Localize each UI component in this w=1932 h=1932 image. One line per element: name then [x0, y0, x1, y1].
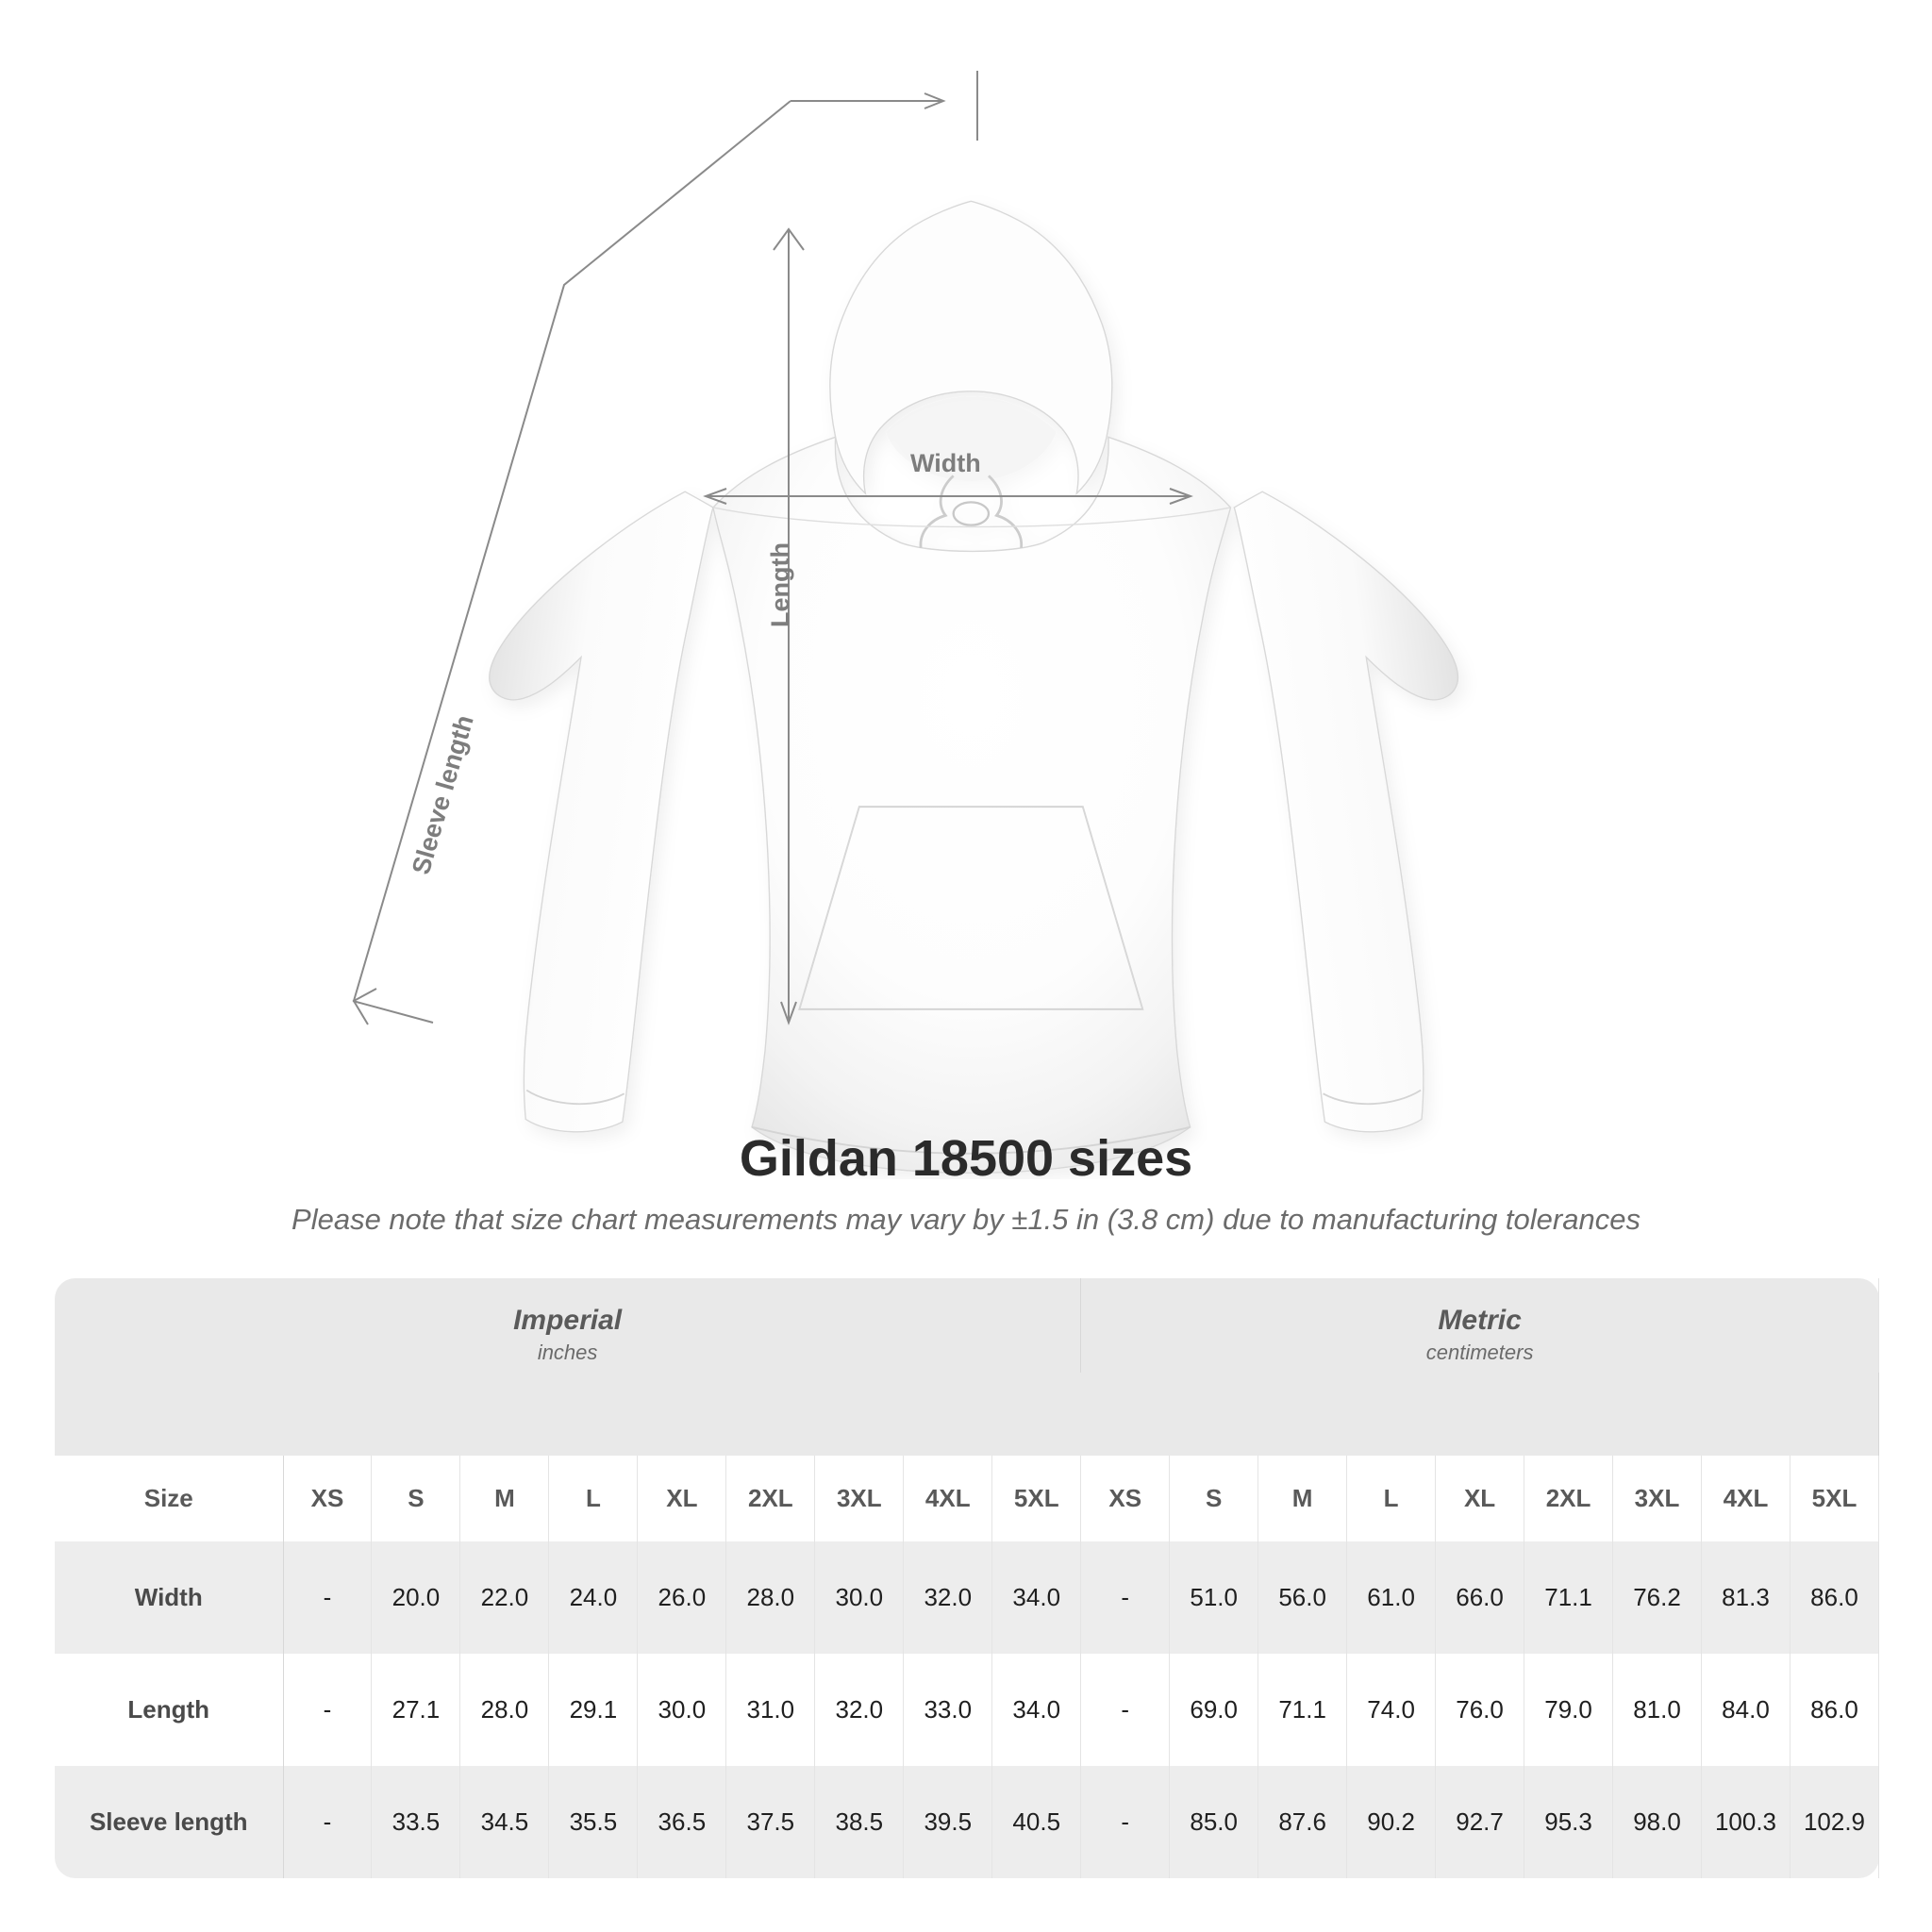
- svg-text:Sleeve length: Sleeve length: [407, 712, 479, 878]
- svg-text:Length: Length: [766, 542, 794, 627]
- svg-text:Width: Width: [910, 449, 981, 477]
